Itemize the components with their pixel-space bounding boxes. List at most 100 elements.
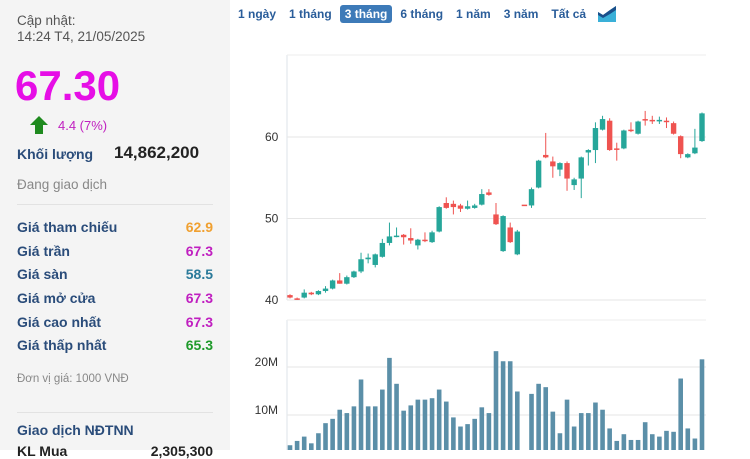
volume-bar xyxy=(685,428,691,450)
period-tabs: 1 ngày 1 tháng 3 tháng 6 tháng 1 năm 3 năm Tất… xyxy=(233,5,617,23)
volume-bar xyxy=(607,428,612,450)
volume-bar xyxy=(507,361,513,450)
candle-body xyxy=(429,232,435,243)
candle-body xyxy=(606,120,613,151)
candle-body xyxy=(450,203,457,208)
update-info: Cập nhật: 14:24 T4, 21/05/2025 xyxy=(17,13,145,45)
volume-bar xyxy=(635,439,641,450)
candle-body xyxy=(685,154,691,158)
volume-bar xyxy=(657,436,662,450)
volume-row: Khối lượng 14,862,200 xyxy=(17,143,212,163)
candle-body xyxy=(337,280,343,284)
candle-body xyxy=(528,189,535,206)
price-row: Giá thấp nhất 65.3 xyxy=(17,337,213,361)
candle-body xyxy=(692,147,698,154)
volume-bar xyxy=(515,391,520,450)
volume-bar xyxy=(330,418,335,450)
candle-body xyxy=(677,136,684,155)
tab-2[interactable]: 3 tháng xyxy=(339,5,393,23)
candle-body xyxy=(400,234,407,238)
volume-bar xyxy=(493,351,499,450)
stock-info-panel: Cập nhật: 14:24 T4, 21/05/2025 67.30 4.4… xyxy=(0,0,230,459)
candle-body xyxy=(358,259,364,272)
volume-bar xyxy=(372,406,378,450)
candle-body xyxy=(543,154,549,158)
volume-bar xyxy=(294,440,300,450)
change-value: 4.4 (7%) xyxy=(58,117,108,133)
volume-bar xyxy=(309,443,314,450)
candle-body xyxy=(699,113,705,142)
candle-body xyxy=(592,128,599,151)
price-row-label: Giá trần xyxy=(17,242,70,259)
volume-bar xyxy=(415,399,421,450)
volume-bar xyxy=(344,413,350,450)
volume-bar xyxy=(337,409,343,450)
price-row: Giá trần 67.3 xyxy=(17,243,213,267)
volume-bar xyxy=(401,410,406,450)
volume-bar xyxy=(593,402,598,450)
volume-bar xyxy=(699,359,705,450)
tab-3[interactable]: 6 tháng xyxy=(400,7,444,21)
candle-body xyxy=(393,235,400,238)
candle-body xyxy=(408,238,414,241)
volume-bar xyxy=(323,423,328,450)
price-row-label: Giá cao nhất xyxy=(17,313,102,330)
tab-0[interactable]: 1 ngày xyxy=(238,7,277,21)
candle-body xyxy=(344,277,350,284)
candle-body xyxy=(308,292,315,295)
volume-bar xyxy=(642,422,648,450)
volume-bar xyxy=(479,407,485,450)
foreign-trading-title: Giao dịch NĐTNN xyxy=(17,422,134,438)
candle-body xyxy=(301,292,307,298)
candle-body xyxy=(415,239,421,246)
candle-body xyxy=(294,298,300,300)
price-row: Giá sàn 58.5 xyxy=(17,266,213,290)
price-row-value: 67.3 xyxy=(185,290,213,307)
volume-bar xyxy=(678,378,683,450)
candle-body xyxy=(329,280,336,289)
candle-body xyxy=(642,119,648,121)
price-row-label: Giá mở cửa xyxy=(17,290,96,307)
volume-bar xyxy=(649,434,655,450)
area-chart-icon[interactable] xyxy=(598,6,617,22)
candle-body xyxy=(479,194,485,205)
tab-6[interactable]: Tất cả xyxy=(551,7,587,21)
volume-bar xyxy=(465,424,470,450)
volume-bar xyxy=(586,413,591,450)
candle-body xyxy=(500,216,506,252)
candle-body xyxy=(628,129,634,132)
tab-4[interactable]: 1 năm xyxy=(456,7,491,21)
price-row-value: 67.3 xyxy=(185,242,213,259)
volume-bar xyxy=(287,445,293,450)
price-row: Giá cao nhất 67.3 xyxy=(17,314,213,338)
volume-tick-label: 20M xyxy=(255,355,278,369)
volume-bar xyxy=(408,405,414,450)
candle-body xyxy=(649,119,655,122)
volume-bar xyxy=(543,387,549,450)
price-unit: Đơn vị giá: 1000 VNĐ xyxy=(17,373,129,385)
candle-body xyxy=(422,239,428,242)
candle-body xyxy=(457,205,464,209)
price-tick-label: 60 xyxy=(265,130,279,144)
candle-body xyxy=(550,161,556,167)
candle-body xyxy=(521,204,528,207)
candle-body xyxy=(443,203,449,208)
candle-body xyxy=(514,231,521,255)
volume-bar xyxy=(380,389,385,450)
volume-bar xyxy=(458,426,463,450)
candle-body xyxy=(287,295,293,298)
volume-tick-label: 10M xyxy=(255,403,278,417)
tab-5[interactable]: 3 năm xyxy=(503,7,539,21)
volume-bar xyxy=(301,436,307,450)
volume-bar xyxy=(578,413,584,450)
volume-bar xyxy=(422,399,428,450)
volume-value: 14,862,200 xyxy=(114,143,200,162)
volume-bar xyxy=(472,418,477,450)
arrow-up-icon xyxy=(30,116,48,134)
price-row-value: 62.9 xyxy=(185,219,213,235)
candle-body xyxy=(663,120,670,123)
volume-label: Khối lượng xyxy=(17,146,94,162)
price-list: Giá tham chiếu 62.9 Giá trần 67.3 Giá sàn 58.… xyxy=(17,219,213,361)
tab-1[interactable]: 1 tháng xyxy=(289,7,332,21)
